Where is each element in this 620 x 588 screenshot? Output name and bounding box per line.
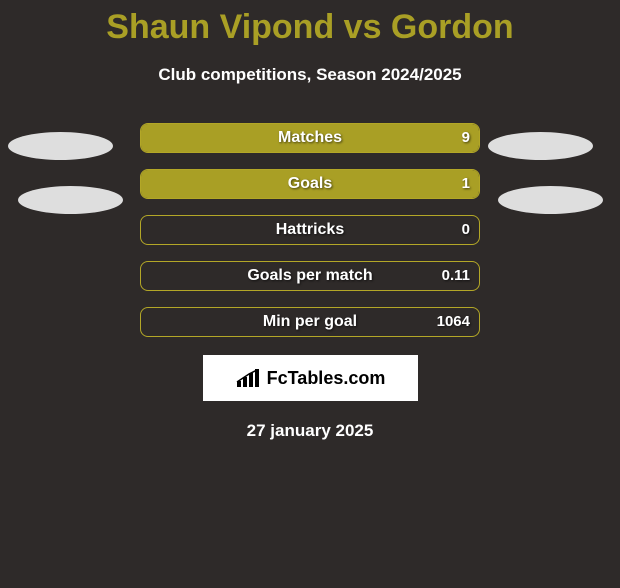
stat-row: Goals per match 0.11: [140, 261, 480, 291]
left-ellipse-1: [18, 186, 123, 214]
bar-track: [140, 169, 480, 199]
right-ellipse-1: [498, 186, 603, 214]
logo-box[interactable]: FcTables.com: [203, 355, 418, 401]
right-ellipse-0: [488, 132, 593, 160]
left-ellipse-0: [8, 132, 113, 160]
stat-row: Min per goal 1064: [140, 307, 480, 337]
logo-text: FcTables.com: [267, 368, 386, 389]
bar-track: [140, 261, 480, 291]
bar-track: [140, 215, 480, 245]
stat-row: Matches 9: [140, 123, 480, 153]
bar-fill: [141, 170, 479, 198]
bar-track: [140, 123, 480, 153]
bar-fill: [141, 124, 479, 152]
bar-track: [140, 307, 480, 337]
date-text: 27 january 2025: [0, 421, 620, 441]
stat-row: Hattricks 0: [140, 215, 480, 245]
stat-row: Goals 1: [140, 169, 480, 199]
page-title: Shaun Vipond vs Gordon: [0, 8, 620, 47]
bar-chart-icon: [235, 367, 261, 389]
subtitle: Club competitions, Season 2024/2025: [0, 65, 620, 85]
